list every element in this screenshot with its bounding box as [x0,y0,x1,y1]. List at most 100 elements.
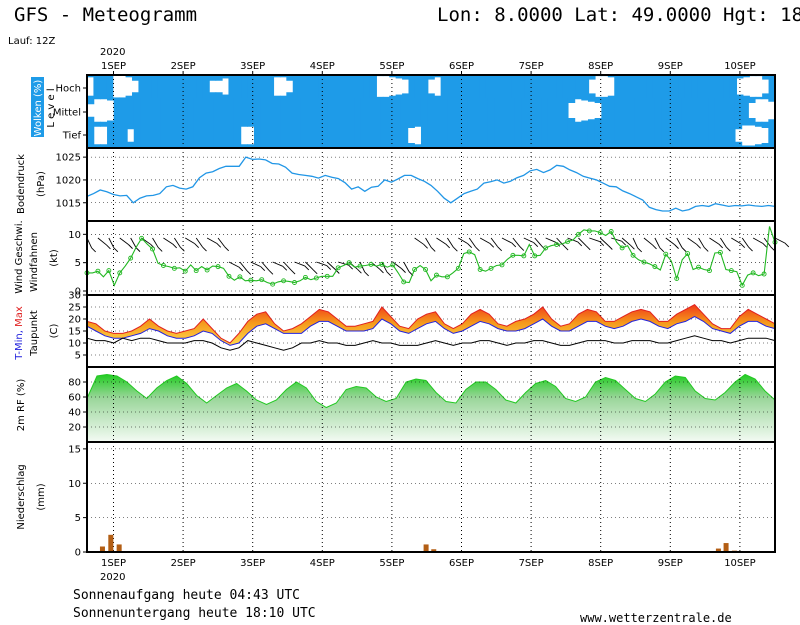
wind-point [488,265,494,271]
wind-point [270,281,276,287]
pressure-ylabel: Bodendruck [16,154,27,214]
cloud-cell [320,123,329,148]
cloud-cell [87,95,95,98]
y-tick-label: 5 [75,351,81,362]
wind-barb-flag [364,271,369,277]
cloud-cell [434,98,442,123]
precip-bar [116,544,122,552]
cloud-cell [507,123,516,148]
wind-point [368,261,374,267]
cloud-cell [420,98,429,123]
wind-barb-flag [497,246,503,252]
cloud-cell [125,95,133,98]
cloud-cell [498,75,506,98]
cloud-cell [556,75,564,98]
cloud-cell [741,123,749,126]
cloud-cell [754,123,763,127]
wind-barb-flag [216,243,222,248]
cloud-cell [734,98,743,123]
wind-barb [709,237,719,245]
wind-point [204,267,210,273]
wind-barb-flag [740,243,746,248]
wind-barb-flag [467,243,473,248]
cloud-cell [652,75,660,98]
wind-point [313,275,319,281]
cloud-cell [193,98,202,123]
cloud-cell [710,75,718,98]
cloud-cell [227,98,235,123]
cloud-cell [247,98,255,123]
wind-point [608,229,614,234]
wind-barb-flag [430,247,436,252]
wind-barb-flag [577,241,583,247]
cloud-cell [228,75,236,98]
cloud-cell [547,123,556,148]
wind-barb [458,237,468,245]
wind-barb [359,261,366,273]
cloud-cell [127,98,135,123]
wind-point [390,262,396,268]
cloud-cell [363,75,371,98]
cloud-cell [133,123,142,148]
wind-panel: 0 5 10 Wind Geschwi. Windfahnen (kt) [14,220,790,298]
cloud-cell [474,123,482,148]
cloud-cell [273,75,281,78]
cloud-cell [492,75,500,98]
cloud-cell [374,123,382,148]
cloud-cell [607,75,615,78]
cloud-cell [280,98,288,123]
cloud-cell [344,75,352,98]
wind-point [717,250,723,255]
wind-point [444,274,450,280]
cloud-cell [507,98,516,123]
cloud-cell [241,75,249,98]
y-tick-label: 15 [68,444,81,455]
cloud-cell [621,98,629,123]
cloud-cell [608,123,616,148]
cloud-cell [160,98,168,123]
cloud-cell [487,98,496,123]
cloud-cell [567,98,576,103]
cloud-cell [594,123,602,148]
cloud-cell [694,123,703,148]
cloud-cell [407,98,415,123]
precip-bar [431,549,437,552]
wind-point [466,249,472,255]
cloud-cell [307,98,315,123]
cloud-cell [347,123,355,148]
cloud-cell [157,75,165,98]
cloud-cell [247,144,255,148]
cloud-cell [646,75,654,98]
level-label: Hoch [56,84,81,95]
y-tick-label: 10 [68,230,81,241]
wind-barb-flag [135,247,141,252]
wind-barb-flag [312,269,318,275]
cloud-cell [527,98,536,123]
day-labels-bottom: 1SEP 2SEP 3SEP 4SEP 5SEP 6SEP 7SEP 8SEP 9SEP 10SE… [101,558,756,569]
day-label-top: 6SEP [449,61,474,72]
cloud-cell [280,123,288,148]
cloud-cell [267,75,275,98]
wind-point [750,270,756,276]
cloud-cell [587,123,596,148]
precip-unit: (mm) [36,483,47,510]
wind-point [619,245,625,251]
cloud-cell [741,98,749,123]
cloud-cell [701,98,709,123]
cloud-cell [253,123,262,148]
wind-barb [589,237,600,243]
cloud-cell [427,93,435,98]
cloud-cell [479,75,487,98]
cloud-cell [209,92,217,98]
cloud-cell [200,98,208,123]
cloud-cell [107,120,115,123]
cloud-cell [754,121,763,123]
wind-barb-flag [599,241,605,246]
cloud-cell [701,123,709,148]
cloud-cell [554,98,562,123]
site-link[interactable]: www.wetterzentrale.de [580,611,732,625]
cloud-cell [253,98,262,123]
wind-point [150,246,155,252]
wind-barb [534,237,543,247]
